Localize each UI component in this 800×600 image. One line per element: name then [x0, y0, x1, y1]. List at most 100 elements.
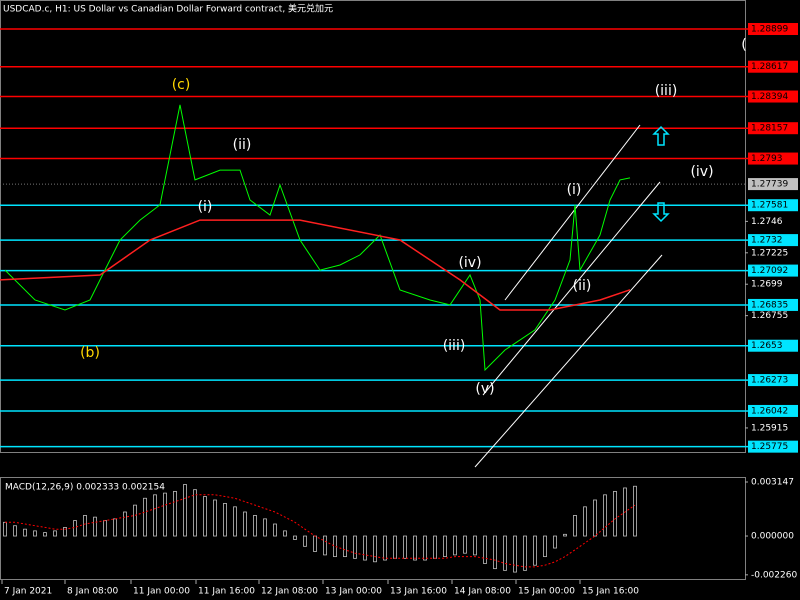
y-tick-label: 1.27225 [751, 248, 788, 258]
level-label-box [748, 122, 798, 135]
macd-bar [303, 535, 307, 547]
level-label: 1.28394 [751, 92, 788, 102]
macd-bar [343, 535, 347, 558]
main-frame [0, 0, 746, 453]
macd-bar [523, 535, 527, 571]
y-tick-label: 1.26755 [751, 311, 788, 321]
macd-bar [533, 535, 537, 566]
level-label-box [748, 440, 798, 453]
levels-layer: 1.2746 1.27225 1.2699 1.26755 1.25915 1.28899… [0, 23, 798, 597]
macd-bar [363, 535, 367, 561]
wave-label: (ii) [233, 137, 252, 153]
level-label-box [748, 199, 798, 212]
wave-label: (c) [172, 77, 191, 93]
macd-bar [483, 535, 487, 564]
macd-bar [383, 535, 387, 561]
up-arrow [652, 125, 670, 146]
level-label-box [748, 234, 798, 247]
current-price-box [748, 178, 798, 191]
x-tick-label: 13 Jan 00:00 [325, 587, 382, 597]
y-tick-label: 1.25915 [751, 423, 788, 433]
y-tick-label: 0.000000 [751, 532, 794, 542]
macd-bar [543, 535, 547, 558]
macd-bar [263, 518, 267, 537]
macd-bar [63, 527, 67, 537]
level-label-box [748, 23, 798, 36]
level-label: 1.25775 [751, 442, 788, 452]
level-label-box [748, 60, 798, 73]
macd-bar [113, 518, 117, 537]
chart-title: USDCAD.c, H1: US Dollar vs Canadian Doll… [3, 3, 333, 15]
macd-bar [213, 499, 217, 537]
macd-bar [173, 490, 177, 537]
channel-line [482, 181, 661, 396]
macd-bar [143, 497, 147, 537]
macd-bar [23, 528, 27, 537]
level-label-box [748, 298, 798, 311]
macd-bar [73, 520, 77, 537]
wave-label: (i) [567, 182, 582, 198]
level-label-box [748, 374, 798, 387]
macd-bar [583, 506, 587, 537]
x-tick-label: 14 Jan 08:00 [454, 587, 511, 597]
level-label-box [748, 152, 798, 165]
wave-label: (iii) [655, 83, 678, 99]
wave-label: (ii) [573, 278, 592, 294]
y-tick-label: 0.003147 [751, 478, 794, 488]
macd-bar [293, 535, 297, 540]
macd-bar [563, 533, 567, 537]
wave-label: (v) [475, 381, 494, 397]
level-label-box [748, 264, 798, 277]
channel-line [474, 254, 663, 468]
macd-bar [273, 523, 277, 537]
y-tick-label: 1.2699 [751, 280, 783, 290]
x-tick-label: 11 Jan 16:00 [198, 587, 255, 597]
x-tick-label: 8 Jan 08:00 [67, 587, 119, 597]
level-label: 1.28899 [751, 25, 788, 35]
y-tick-label: 1.2746 [751, 217, 783, 227]
macd-bar [473, 535, 477, 556]
macd-bar [633, 485, 637, 537]
level-label: 1.28157 [751, 124, 788, 134]
macd-bar [193, 489, 197, 537]
macd-bar [243, 511, 247, 537]
wave-label: (iv) [690, 164, 713, 180]
down-arrow [652, 202, 670, 223]
level-label: 1.27092 [751, 266, 788, 276]
channel-line [504, 124, 641, 301]
macd-bar [513, 535, 517, 573]
macd-bar [153, 494, 157, 537]
macd-bar [453, 535, 457, 556]
wave-label: (b) [80, 345, 100, 361]
macd-title: MACD(12,26,9) 0.002333 0.002154 [5, 483, 165, 493]
macd-bar [123, 511, 127, 537]
macd-bar [203, 496, 207, 537]
macd-bar [283, 530, 287, 537]
wave-label: (i) [198, 199, 213, 215]
price-line [0, 219, 631, 311]
level-label: 1.2732 [751, 236, 783, 246]
wave-label: ( [741, 37, 746, 53]
macd-bar [323, 535, 327, 556]
macd-bar [33, 530, 37, 537]
wave-label: (iii) [443, 338, 466, 354]
macd-bar [83, 515, 87, 537]
x-tick-label: 13 Jan 16:00 [390, 587, 447, 597]
macd-bar [573, 515, 577, 537]
macd-bar [613, 490, 617, 537]
macd-bar [53, 530, 57, 537]
level-label: 1.27581 [751, 201, 788, 211]
macd-bar [133, 504, 137, 537]
macd-bar [413, 535, 417, 561]
macd-bar [493, 535, 497, 570]
macd-bar [443, 535, 447, 558]
macd-bar [553, 535, 557, 549]
macd-bar [373, 535, 377, 563]
wave-label: (iv) [458, 255, 481, 271]
macd-bar [43, 532, 47, 537]
data-layer: (c) (b) (ii) (i) (iv) (iii) (v) (i) (ii) (iii) (iv… [0, 37, 747, 573]
level-label: 1.26042 [751, 406, 788, 416]
x-tick-label: 7 Jan 2021 [4, 587, 52, 597]
